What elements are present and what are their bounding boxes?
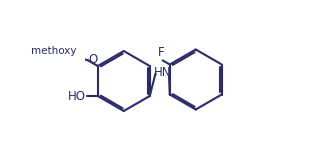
Text: F: F <box>158 46 164 59</box>
Text: HN: HN <box>154 66 171 79</box>
Text: HO: HO <box>68 90 86 102</box>
Text: O: O <box>89 53 98 66</box>
Text: methoxy: methoxy <box>30 46 76 56</box>
